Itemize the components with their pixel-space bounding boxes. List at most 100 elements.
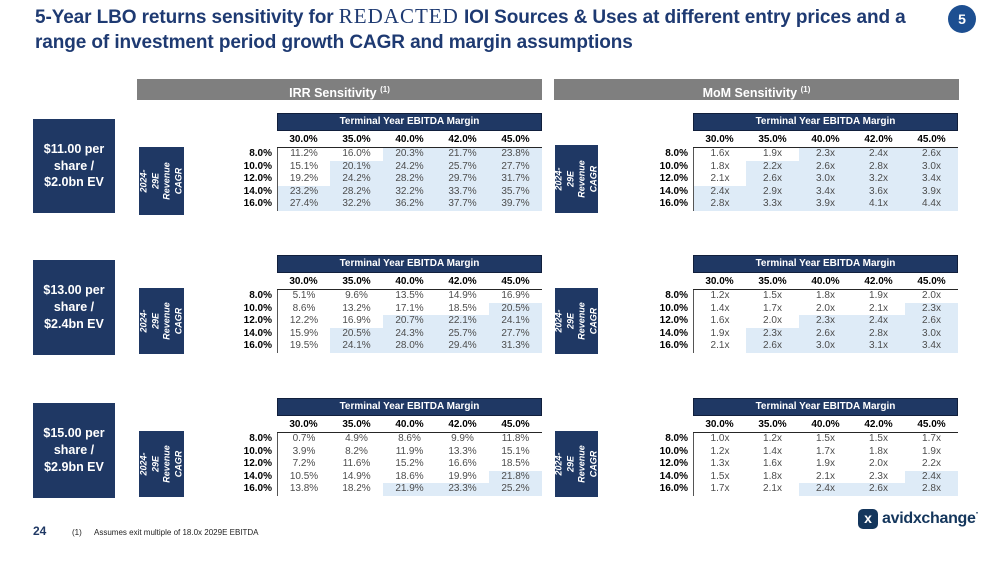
irr-sensitivity-table-2: Terminal Year EBITDA Margin 30.0% 35.0% 40… [229, 255, 542, 353]
mom-value-cell: 1.5x [869, 433, 888, 444]
mom-value-cell: 3.1x [852, 340, 905, 353]
table-body: 8.0% 1.6x 1.9x 2.3x 2.4x 2.6x 10.0% 1.8x 2.2x 2.6… [645, 148, 958, 211]
mom-value-cell: 2.2x [922, 458, 941, 469]
footnote-text: Assumes exit multiple of 18.0x 2029E EBI… [94, 528, 259, 537]
entry-price-box-2: $13.00 per share / $2.4bn EV [33, 260, 115, 355]
column-header-row: 30.0% 35.0% 40.0% 42.0% 45.0% [229, 416, 542, 433]
irr-value-cell: 24.2% [330, 173, 383, 186]
table-row: 14.0% 1.5x 1.8x 2.1x 2.3x 2.4x [645, 470, 958, 483]
mom-value-cell: 2.8x [905, 483, 958, 496]
row-label-revenue-cagr: 8.0% [249, 433, 272, 444]
table-row: 16.0% 19.5% 24.1% 28.0% 29.4% 31.3% [229, 340, 542, 353]
col-header-ebitda-margin: 30.0% [693, 276, 746, 290]
col-header-ebitda-margin: 42.0% [436, 419, 489, 433]
irr-value-cell: 16.9% [342, 315, 371, 326]
mom-value-cell: 1.9x [816, 458, 835, 469]
irr-value-cell: 18.5% [501, 458, 530, 469]
col-header-ebitda-margin: 30.0% [693, 134, 746, 148]
mom-value-cell: 2.4x [693, 185, 746, 198]
section-label: IRR Sensitivity [289, 86, 377, 101]
revenue-cagr-box: 2024-29E Revenue CAGR [553, 288, 598, 354]
mom-value-cell: 2.3x [746, 327, 799, 340]
irr-value-cell: 3.9% [277, 445, 330, 458]
mom-value-cell: 2.6x [799, 327, 852, 340]
irr-value-cell: 21.7% [436, 148, 489, 161]
col-header-ebitda-margin: 45.0% [905, 419, 958, 433]
row-label-revenue-cagr: 12.0% [243, 315, 272, 326]
mom-value-cell: 1.6x [763, 458, 782, 469]
entry-price-box-1: $11.00 per share / $2.0bn EV [33, 119, 115, 213]
irr-value-cell: 24.3% [383, 327, 436, 340]
irr-value-cell: 14.9% [448, 290, 477, 301]
row-label-revenue-cagr: 12.0% [659, 315, 688, 326]
mom-value-cell: 1.4x [693, 302, 746, 315]
irr-value-cell: 28.0% [383, 340, 436, 353]
mom-value-cell: 3.0x [799, 173, 852, 186]
table-row: 8.0% 0.7% 4.9% 8.6% 9.9% 11.8% [229, 433, 542, 446]
mom-value-cell: 3.4x [905, 340, 958, 353]
column-header-row: 30.0% 35.0% 40.0% 42.0% 45.0% [645, 416, 958, 433]
col-header-ebitda-margin: 42.0% [436, 134, 489, 148]
irr-value-cell: 27.4% [277, 198, 330, 211]
col-header-ebitda-margin: 42.0% [436, 276, 489, 290]
row-label-revenue-cagr: 8.0% [249, 148, 272, 159]
row-label-revenue-cagr: 10.0% [659, 302, 688, 314]
terminal-ebitda-margin-header: Terminal Year EBITDA Margin [693, 113, 958, 131]
mom-value-cell: 1.7x [922, 433, 941, 444]
irr-value-cell: 24.2% [383, 160, 436, 173]
mom-value-cell: 1.8x [693, 160, 746, 173]
mom-value-cell: 2.3x [799, 315, 852, 328]
table-body: 8.0% 0.7% 4.9% 8.6% 9.9% 11.8% 10.0% 3.9% 8.2% 11… [229, 433, 542, 496]
row-label-revenue-cagr: 16.0% [659, 483, 688, 494]
mom-value-cell: 2.8x [852, 327, 905, 340]
irr-value-cell: 21.9% [383, 483, 436, 496]
mom-value-cell: 1.3x [693, 458, 746, 471]
irr-value-cell: 4.9% [345, 433, 368, 444]
mom-value-cell: 2.1x [869, 302, 888, 314]
mom-value-cell: 3.4x [905, 173, 958, 186]
irr-value-cell: 9.9% [451, 433, 474, 444]
irr-value-cell: 13.5% [395, 290, 424, 301]
table-row: 14.0% 1.9x 2.3x 2.6x 2.8x 3.0x [645, 327, 958, 340]
mom-value-cell: 1.7x [693, 483, 746, 496]
mom-sensitivity-table-1: Terminal Year EBITDA Margin 30.0% 35.0% 40… [645, 113, 958, 211]
table-row: 10.0% 1.8x 2.2x 2.6x 2.8x 3.0x [645, 160, 958, 173]
table-body: 8.0% 1.0x 1.2x 1.5x 1.5x 1.7x 10.0% 1.2x 1.4x 1.7… [645, 433, 958, 496]
mom-value-cell: 2.1x [816, 470, 835, 482]
col-header-ebitda-margin: 40.0% [383, 276, 436, 290]
mom-value-cell: 3.0x [905, 160, 958, 173]
mom-value-cell: 1.8x [763, 470, 782, 482]
irr-value-cell: 17.1% [395, 302, 424, 314]
row-label-revenue-cagr: 16.0% [659, 198, 688, 209]
mom-value-cell: 1.5x [763, 290, 782, 301]
irr-value-cell: 7.2% [277, 458, 330, 471]
footnote-reference: (1) [800, 85, 811, 94]
irr-value-cell: 11.6% [342, 458, 371, 469]
table-row: 12.0% 2.1x 2.6x 3.0x 3.2x 3.4x [645, 173, 958, 186]
irr-value-cell: 19.5% [277, 340, 330, 353]
table-row: 16.0% 13.8% 18.2% 21.9% 23.3% 25.2% [229, 483, 542, 496]
mom-value-cell: 1.5x [693, 470, 746, 483]
mom-value-cell: 1.8x [869, 445, 888, 457]
revenue-cagr-box: 2024-29E Revenue CAGR [138, 147, 184, 215]
col-header-ebitda-margin: 35.0% [330, 419, 383, 433]
col-header-ebitda-margin: 40.0% [383, 134, 436, 148]
mom-value-cell: 2.0x [869, 458, 888, 469]
col-header-ebitda-margin: 35.0% [746, 276, 799, 290]
row-label-revenue-cagr: 8.0% [665, 290, 688, 301]
irr-value-cell: 20.3% [383, 148, 436, 161]
table-row: 14.0% 10.5% 14.9% 18.6% 19.9% 21.8% [229, 470, 542, 483]
row-label-revenue-cagr: 10.0% [243, 445, 272, 457]
row-label-revenue-cagr: 14.0% [659, 185, 688, 197]
col-header-ebitda-margin: 45.0% [905, 276, 958, 290]
col-header-ebitda-margin: 45.0% [905, 134, 958, 148]
mom-value-cell: 2.4x [905, 470, 958, 483]
mom-value-cell: 2.6x [905, 148, 958, 161]
irr-value-cell: 32.2% [330, 198, 383, 211]
row-label-revenue-cagr: 14.0% [243, 185, 272, 197]
row-label-revenue-cagr: 8.0% [665, 433, 688, 444]
mom-value-cell: 1.7x [763, 302, 782, 314]
table-row: 16.0% 2.1x 2.6x 3.0x 3.1x 3.4x [645, 340, 958, 353]
irr-value-cell: 8.6% [398, 433, 421, 444]
mom-value-cell: 1.0x [693, 433, 746, 446]
